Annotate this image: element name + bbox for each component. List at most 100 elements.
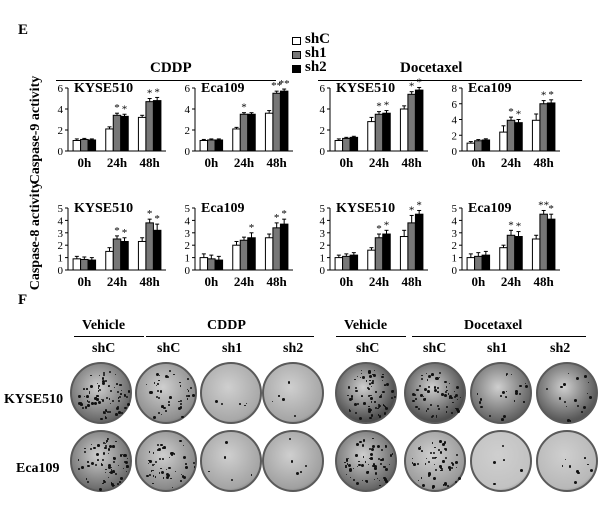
f-row-label-kyse510: KYSE510 [4,392,64,407]
y-tick-label: 3 [452,228,458,240]
bar [112,114,122,152]
bar [414,213,424,271]
chart-title: KYSE510 [336,201,395,216]
y-tick-label: 5 [58,203,64,215]
significance-mark: * [122,103,128,115]
x-tick-label: 48h [140,274,161,289]
x-tick-label: 24h [107,274,128,289]
y-tick-label: 2 [185,125,191,137]
y-tick-label: 4 [452,215,458,227]
bar [514,236,523,271]
significance-mark: * [147,208,153,220]
y-tick-label: 4 [185,215,191,227]
f-col-label: shC [92,341,116,356]
bar [120,240,129,271]
chart-title: Eca109 [468,81,512,96]
y-tick-label: 0 [58,146,64,158]
significance-mark: * [274,212,280,224]
significance-mark: * [416,76,422,88]
group-rule-docetaxel [318,80,582,81]
y-tick-label: 5 [452,203,458,215]
bar [367,249,376,271]
bar [474,140,483,152]
f-col-label: shC [423,341,447,356]
legend-label-sh1: sh1 [305,45,327,61]
bar [342,137,351,152]
bar [214,139,224,152]
bar [546,102,556,152]
legend-swatch-sh2 [292,65,301,73]
bar [112,238,122,271]
x-tick-label: 0h [471,155,486,170]
significance-mark: ** [271,80,282,92]
significance-mark: * [548,203,554,215]
bar [349,136,359,152]
f-row-label-eca109: Eca109 [16,461,60,476]
significance-mark: * [114,225,120,237]
bar [152,229,162,271]
significance-mark: * [241,102,247,114]
x-tick-label: 24h [369,155,390,170]
bar [239,239,249,271]
x-tick-label: 24h [234,274,255,289]
bar [232,128,241,152]
bar [481,254,491,271]
x-tick-label: 48h [534,155,555,170]
colony-dish [536,362,598,424]
bar [137,116,147,152]
y-tick-label: 2 [452,130,458,142]
colony-dish [200,430,262,492]
y-tick-label: 1 [185,253,191,265]
y-tick-label: 3 [185,228,191,240]
f-col-label: shC [157,341,181,356]
y-tick-label: 2 [452,240,458,252]
significance-mark: * [409,204,415,216]
bar [334,140,344,152]
y-tick-label: 2 [320,240,326,252]
x-tick-label: 0h [339,155,354,170]
significance-mark: * [376,223,382,235]
significance-mark: * [154,86,160,98]
colony-dish [404,362,466,424]
significance-mark: * [548,89,554,101]
colony-dish [262,362,324,424]
bar [199,140,209,152]
y-tick-label: 6 [452,99,458,111]
legend-label-shc: shC [305,31,331,47]
bar [466,142,476,152]
bar [239,113,249,152]
legend-swatch-sh1 [292,51,301,59]
bar [474,255,483,271]
bar [272,227,281,271]
f-col-label: sh1 [487,341,508,356]
significance-mark: * [416,199,422,211]
colony-dish [70,430,132,492]
bar [80,138,89,152]
colony-dish [200,362,262,424]
y-tick-label: 0 [320,146,326,158]
y-tick-label: 4 [185,104,191,116]
bar [279,223,289,271]
f-col-label: sh2 [283,341,304,356]
x-tick-label: 24h [501,155,522,170]
x-tick-label: 24h [369,274,390,289]
bar [531,238,541,271]
bar [145,101,154,152]
chart-title: Eca109 [468,201,512,216]
x-tick-label: 48h [267,155,288,170]
colony-dish [262,430,324,492]
bar [145,222,154,271]
bar [214,259,224,271]
y-tick-label: 5 [185,203,191,215]
bar [334,257,344,271]
panel-label-e: E [18,22,29,38]
bar [137,240,147,271]
group-header-cddp: CDDP [150,60,192,76]
bar [539,103,548,152]
bar [414,89,424,152]
x-tick-label: 0h [204,274,219,289]
bar [382,233,391,271]
y-tick-label: 6 [320,83,326,95]
